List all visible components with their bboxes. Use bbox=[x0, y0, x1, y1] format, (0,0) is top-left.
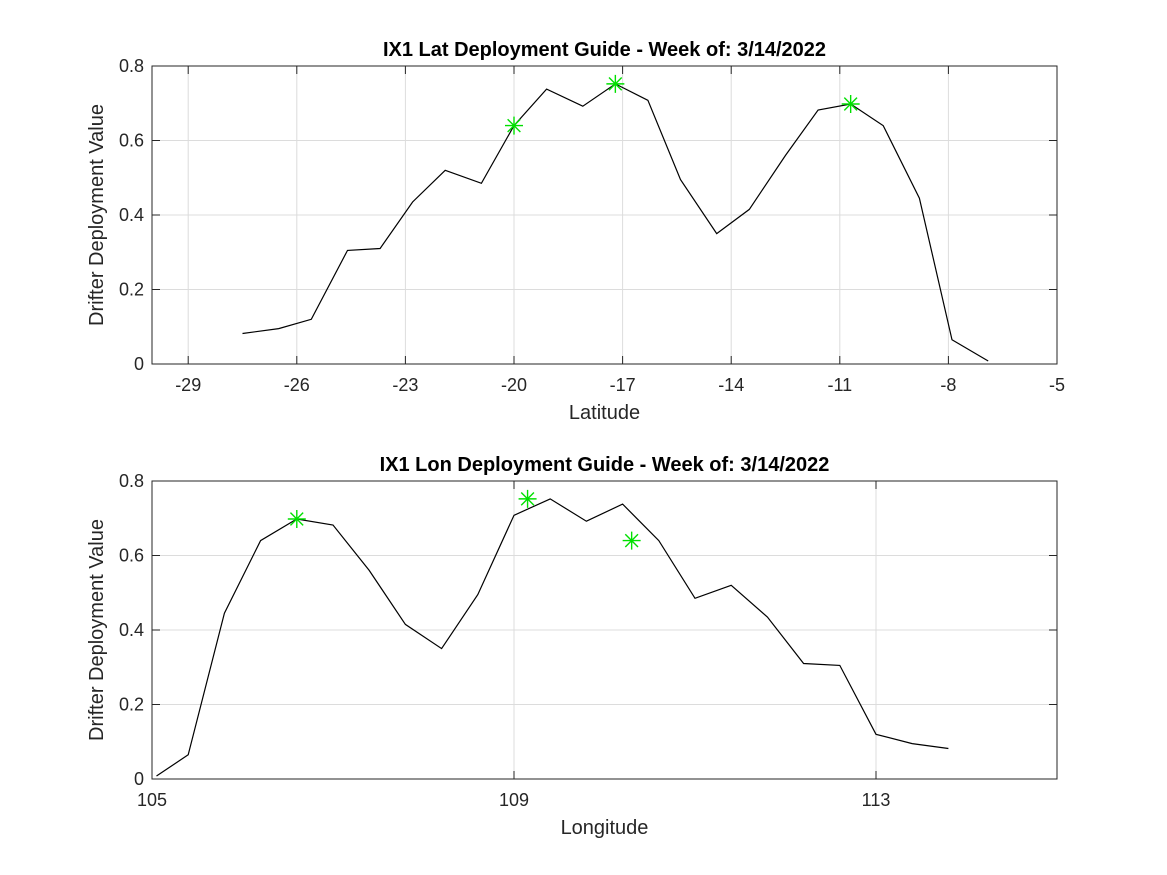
marker-stroke bbox=[289, 512, 304, 526]
x-tick-label: -5 bbox=[1049, 375, 1065, 395]
subplot-1: -29 -26 -23 -20 -17 -14 -11 -8 -5 0 0.2 0.4 0.6 0.8 IX… bbox=[86, 39, 1065, 424]
subplot-2: 105 109 113 0 0.2 0.4 0.6 0.8 IX1 Lon Deployment… bbox=[86, 454, 1058, 839]
series-line bbox=[156, 498, 949, 777]
y-tick-label: 0.6 bbox=[119, 546, 144, 566]
x-tick-label: -26 bbox=[284, 375, 310, 395]
x-tick-label: -14 bbox=[718, 375, 744, 395]
chart-title: IX1 Lon Deployment Guide - Week of: 3/14… bbox=[380, 454, 830, 476]
y-tick-label: 0.8 bbox=[119, 56, 144, 76]
x-tick-label: -17 bbox=[610, 375, 636, 395]
y-tick-label: 0.8 bbox=[119, 471, 144, 491]
asterisk-marker bbox=[287, 509, 306, 528]
y-tick-label: 0 bbox=[134, 769, 144, 789]
asterisk-marker bbox=[518, 489, 537, 508]
asterisk-marker bbox=[505, 116, 523, 135]
asterisk-marker bbox=[841, 94, 860, 113]
chart-title: IX1 Lat Deployment Guide - Week of: 3/14… bbox=[383, 39, 826, 61]
y-tick-label: 0.2 bbox=[119, 695, 144, 715]
x-tick-label: -11 bbox=[827, 375, 852, 395]
x-tick-label: -8 bbox=[940, 375, 956, 395]
x-tick-label: -23 bbox=[392, 375, 418, 395]
marker-stroke bbox=[608, 77, 623, 91]
series-line bbox=[242, 83, 989, 362]
x-axis-label: Longitude bbox=[561, 817, 649, 839]
y-tick-label: 0.4 bbox=[119, 620, 144, 640]
marker-stroke bbox=[520, 492, 535, 506]
asterisk-marker bbox=[622, 531, 641, 550]
x-tick-label: 109 bbox=[499, 790, 529, 810]
asterisk-marker bbox=[606, 74, 625, 93]
x-axis-label: Latitude bbox=[569, 402, 640, 424]
y-axis-label: Drifter Deployment Value bbox=[86, 104, 108, 326]
x-tick-label: 113 bbox=[862, 790, 891, 810]
y-tick-label: 0.6 bbox=[119, 131, 144, 151]
y-axis-label: Drifter Deployment Value bbox=[86, 519, 108, 741]
marker-stroke bbox=[843, 97, 858, 111]
y-tick-label: 0.4 bbox=[119, 205, 144, 225]
x-tick-label: -20 bbox=[501, 375, 527, 395]
marker-stroke bbox=[624, 533, 639, 548]
y-tick-label: 0 bbox=[134, 354, 144, 374]
y-tick-label: 0.2 bbox=[119, 280, 144, 300]
x-tick-label: -29 bbox=[175, 375, 201, 395]
marker-stroke bbox=[507, 118, 521, 133]
x-tick-label: 105 bbox=[137, 790, 167, 810]
